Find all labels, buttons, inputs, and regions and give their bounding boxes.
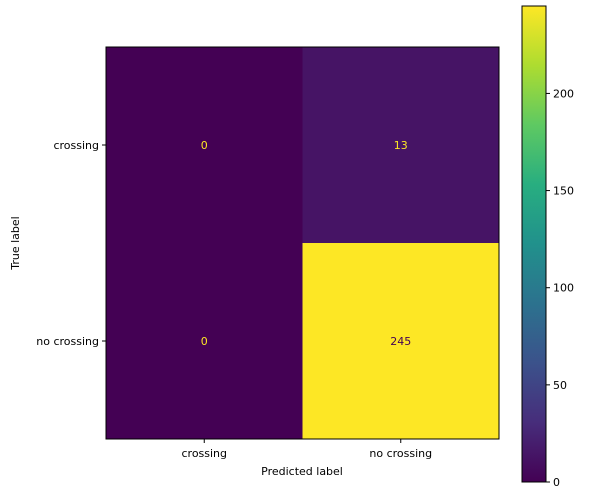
cell-value-label: 245 <box>390 335 411 348</box>
colorbar-tick-label: 50 <box>553 379 567 392</box>
x-tick-label: no crossing <box>369 447 432 460</box>
heatmap-cells <box>106 47 499 439</box>
colorbar-tick-label: 0 <box>553 476 560 489</box>
heatmap-cell <box>106 243 303 439</box>
heatmap-cell <box>302 243 499 439</box>
heatmap-cell <box>106 47 303 243</box>
colorbar-ticks: 0 50 100 150 200 <box>546 87 574 489</box>
heatmap-cell <box>302 47 499 243</box>
y-tick-label: crossing <box>53 139 99 152</box>
cell-value-label: 0 <box>201 335 208 348</box>
x-tick-label: crossing <box>181 447 227 460</box>
x-axis-ticks: crossing no crossing <box>181 439 432 460</box>
plot-frame <box>105 46 500 440</box>
y-axis-label: True label <box>9 216 22 270</box>
colorbar-tick-label: 200 <box>553 87 574 100</box>
x-axis-label: Predicted label <box>261 465 343 478</box>
cell-value-labels: 0 13 0 245 <box>201 139 412 348</box>
y-tick-label: no crossing <box>36 335 99 348</box>
colorbar-tick-label: 150 <box>553 185 574 198</box>
y-axis-ticks: crossing no crossing <box>36 139 106 348</box>
cell-value-label: 0 <box>201 139 208 152</box>
cell-value-label: 13 <box>394 139 408 152</box>
colorbar-tick-label: 100 <box>553 282 574 295</box>
colorbar <box>521 5 547 483</box>
